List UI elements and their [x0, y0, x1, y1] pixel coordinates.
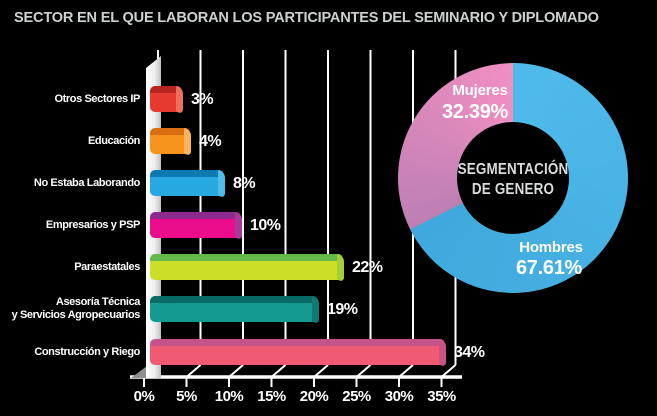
bar-value-label: 10%: [250, 217, 281, 234]
bar: [150, 127, 191, 157]
slice-label-mujeres: Mujeres: [452, 82, 508, 99]
bar: [150, 169, 225, 199]
bar-value-label: 3%: [191, 91, 214, 108]
x-tick-label: 25%: [342, 388, 371, 405]
bar: [150, 85, 183, 115]
x-tick-label: 20%: [299, 388, 329, 405]
bar: [150, 338, 446, 368]
category-label: Empresarios y PSP: [45, 218, 140, 231]
bar-value-label: 34%: [454, 344, 485, 361]
slice-label-hombres: Hombres: [519, 239, 583, 256]
slice-value-hombres: 67.61%: [515, 257, 583, 279]
bar-end-cap: [176, 85, 183, 115]
bar-end-cap: [218, 169, 225, 199]
bar-end-cap: [235, 211, 242, 241]
slice-value-mujeres: 32.39%: [441, 101, 509, 123]
bar-end-cap: [439, 338, 446, 368]
bar-value-label: 19%: [327, 301, 358, 318]
donut-center-line-2: DE GENERO: [471, 181, 555, 198]
donut-center-line-1: SEGMENTACIÓN: [457, 161, 569, 178]
bar: [150, 295, 319, 325]
bar-end-cap: [312, 295, 319, 325]
x-tick-label: 0%: [133, 388, 155, 405]
x-tick-label: 35%: [427, 388, 456, 405]
bar-end-cap: [184, 127, 191, 157]
donut-center-label: SEGMENTACIÓN DE GENERO: [454, 160, 572, 200]
chart-title: SECTOR EN EL QUE LABORAN LOS PARTICIPANT…: [14, 9, 599, 26]
bar: [150, 211, 242, 241]
bar: [150, 253, 344, 283]
category-label: Educación: [87, 134, 140, 147]
donut-hole: [457, 122, 569, 234]
category-label: Asesoría Técnica y Servicios Agropecuario…: [11, 296, 141, 321]
donut-chart: Mujeres 32.39% Hombres 67.61% SEGMENTACI…: [398, 63, 628, 293]
bar-value-label: 4%: [199, 133, 222, 150]
category-label: Otros Sectores IP: [54, 92, 140, 105]
category-label: Paraestatales: [74, 260, 140, 273]
bar-end-cap: [337, 253, 344, 283]
x-tick-label: 15%: [257, 388, 286, 405]
x-tick-label: 5%: [176, 388, 197, 405]
bar-value-label: 22%: [352, 259, 383, 276]
x-tick-label: 10%: [214, 388, 244, 405]
category-label: No Estaba Laborando: [33, 176, 140, 189]
category-label: Construcción y Riego: [34, 345, 140, 358]
x-tick-label: 30%: [384, 388, 414, 405]
bar-value-label: 8%: [233, 175, 256, 192]
